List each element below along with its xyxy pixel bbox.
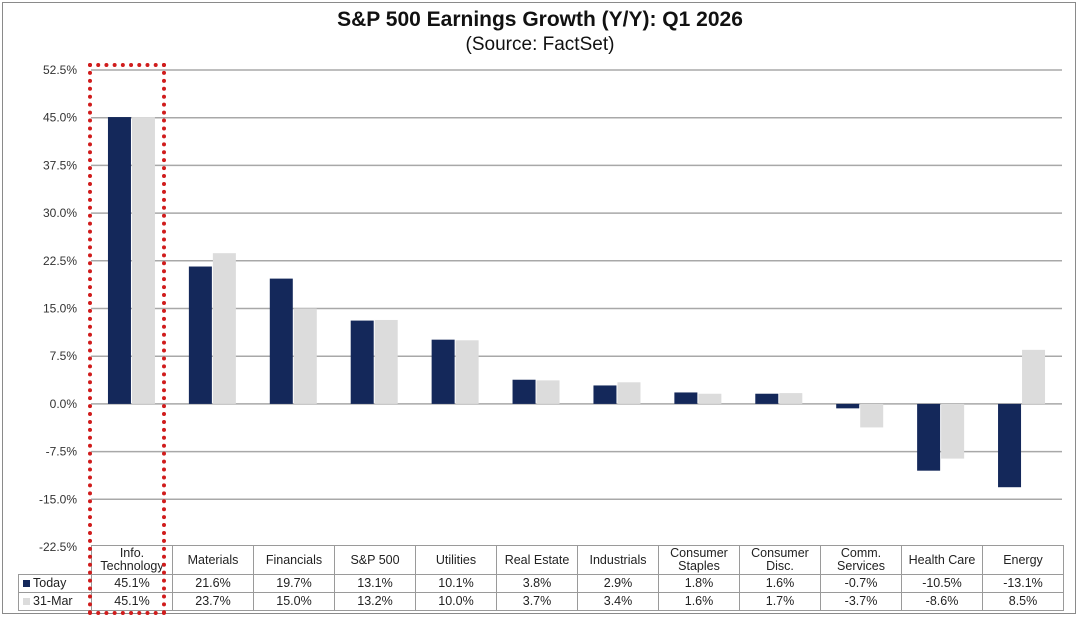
bar-31-mar-materials — [212, 253, 236, 404]
table-cell-value: 21.6% — [172, 574, 254, 593]
table-cell-value: 15.0% — [253, 592, 335, 611]
table-category-header: Utilities — [415, 545, 497, 575]
table-category-header: Comm. Services — [820, 545, 902, 575]
legend-swatch-today — [23, 580, 30, 588]
bar-31-mar-energy — [1022, 349, 1046, 404]
table-cell-value: -8.6% — [901, 592, 983, 611]
bar-31-mar-consumer-staples — [698, 393, 722, 404]
table-cell-value: -0.7% — [820, 574, 902, 593]
table-category-header: Real Estate — [496, 545, 578, 575]
table-cell-value: -10.5% — [901, 574, 983, 593]
bar-31-mar-s-p-500 — [374, 319, 398, 404]
bar-today-s-p-500 — [350, 320, 374, 404]
table-header-row: Info. Technology Materials Financials S&P 50… — [18, 545, 1064, 575]
table-cell-value: 8.5% — [982, 592, 1064, 611]
legend-31-mar: 31-Mar — [18, 592, 92, 611]
legend-today: Today — [18, 574, 92, 593]
table-cell-value: -3.7% — [820, 592, 902, 611]
table-cell-value: 23.7% — [172, 592, 254, 611]
bar-31-mar-health-care — [941, 403, 965, 459]
y-axis-ticks: 52.5% 45.0% 37.5% 30.0% 22.5% 15.0% 7.5% 0.0% -7… — [39, 63, 77, 554]
bar-31-mar-utilities — [455, 340, 479, 404]
data-table: Info. Technology Materials Financials S&P 50… — [18, 545, 1064, 611]
legend-label: Today — [33, 576, 67, 590]
bar-31-mar-industrials — [617, 382, 641, 404]
bar-today-health-care — [917, 403, 941, 471]
bar-31-mar-comm-services — [860, 403, 884, 428]
legend-swatch-31-mar — [23, 598, 30, 606]
table-cell-value: 3.8% — [496, 574, 578, 593]
chart-subtitle: (Source: FactSet) — [465, 34, 615, 55]
table-cell-value: 10.1% — [415, 574, 497, 593]
bar-today-real-estate — [512, 379, 536, 404]
y-tick-label: 52.5% — [43, 63, 77, 77]
table-cell-value: 3.4% — [577, 592, 659, 611]
bar-31-mar-financials — [293, 308, 317, 404]
table-cell-value: 45.1% — [91, 592, 173, 611]
y-tick-label: 0.0% — [50, 397, 78, 411]
y-tick-label: 30.0% — [43, 206, 77, 220]
bar-31-mar-consumer-disc- — [779, 393, 803, 404]
gridlines — [91, 69, 1062, 501]
table-row-today: Today 45.1% 21.6% 19.7% 13.1% 10.1% 3.8% 2.9% 1… — [18, 574, 1064, 593]
table-cell-value: 3.7% — [496, 592, 578, 611]
table-category-header: Industrials — [577, 545, 659, 575]
table-row-31-mar: 31-Mar 45.1% 23.7% 15.0% 13.2% 10.0% 3.7% 3.4%… — [18, 592, 1064, 611]
table-cell-value: 19.7% — [253, 574, 335, 593]
table-cell-value: 1.7% — [739, 592, 821, 611]
table-cell-value: 10.0% — [415, 592, 497, 611]
bar-today-financials — [269, 278, 293, 404]
table-category-header: Materials — [172, 545, 254, 575]
bar-today-comm-services — [836, 403, 860, 409]
table-category-header: Consumer Disc. — [739, 545, 821, 575]
bar-today-industrials — [593, 385, 617, 404]
y-tick-label: -7.5% — [46, 445, 78, 459]
table-category-header: Consumer Staples — [658, 545, 740, 575]
table-cell-value: 13.2% — [334, 592, 416, 611]
table-cell-value: -13.1% — [982, 574, 1064, 593]
bar-today-utilities — [431, 339, 455, 404]
table-cell-value: 1.8% — [658, 574, 740, 593]
table-corner — [18, 545, 92, 575]
table-category-header: Info. Technology — [91, 545, 173, 575]
chart-title: S&P 500 Earnings Growth (Y/Y): Q1 2026 — [337, 8, 743, 31]
table-cell-value: 1.6% — [739, 574, 821, 593]
y-tick-label: 37.5% — [43, 158, 77, 172]
bar-today-consumer-disc- — [755, 393, 779, 404]
bar-31-mar-info-technology — [131, 117, 155, 404]
bar-today-info-technology — [107, 117, 131, 404]
table-category-header: Financials — [253, 545, 335, 575]
bar-31-mar-real-estate — [536, 380, 560, 404]
bar-today-energy — [998, 403, 1022, 488]
table-category-header: S&P 500 — [334, 545, 416, 575]
table-category-header: Health Care — [901, 545, 983, 575]
y-tick-label: 22.5% — [43, 254, 77, 268]
bar-today-materials — [188, 266, 212, 404]
table-cell-value: 13.1% — [334, 574, 416, 593]
y-tick-label: 45.0% — [43, 111, 77, 125]
legend-label: 31-Mar — [33, 594, 73, 608]
y-tick-label: -15.0% — [39, 492, 77, 506]
table-category-header: Energy — [982, 545, 1064, 575]
y-tick-label: 15.0% — [43, 302, 77, 316]
table-cell-value: 45.1% — [91, 574, 173, 593]
bars — [107, 117, 1046, 488]
bar-today-consumer-staples — [674, 392, 698, 404]
y-tick-label: 7.5% — [50, 349, 78, 363]
table-cell-value: 2.9% — [577, 574, 659, 593]
table-cell-value: 1.6% — [658, 592, 740, 611]
